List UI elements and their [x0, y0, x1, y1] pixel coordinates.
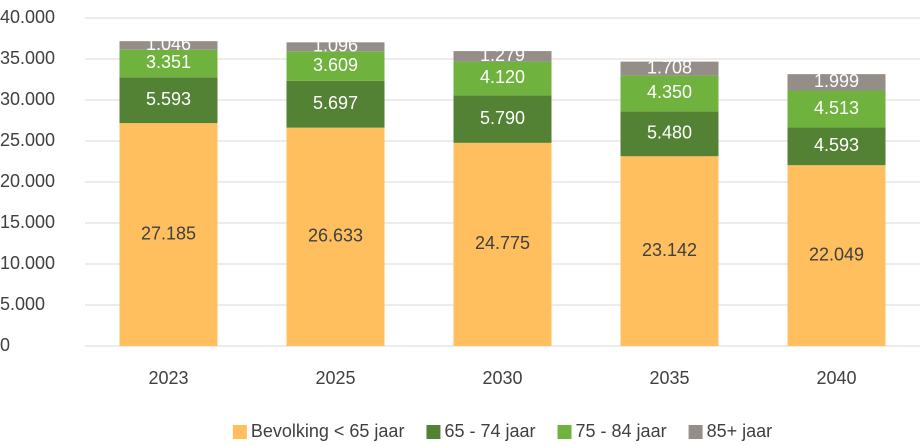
- value-label: 1.046: [146, 34, 191, 54]
- bar-segment: [119, 49, 218, 78]
- value-label: 5.790: [480, 108, 525, 128]
- bar-segment: [620, 75, 719, 112]
- legend-swatch: [557, 425, 572, 439]
- value-label: 4.120: [480, 67, 525, 87]
- legend-label: 75 - 84 jaar: [576, 421, 667, 441]
- bar-segment: [787, 74, 886, 91]
- y-tick-label: 40.000: [0, 7, 55, 27]
- value-label: 3.351: [146, 52, 191, 72]
- value-label: 3.609: [313, 55, 358, 75]
- x-tick-label: 2040: [816, 368, 856, 388]
- bar-segment: [286, 42, 385, 52]
- value-label: 5.480: [647, 123, 692, 143]
- x-tick-label: 2035: [649, 368, 689, 388]
- value-label: 4.513: [814, 98, 859, 118]
- y-tick-label: 25.000: [0, 130, 55, 150]
- value-label: 27.185: [141, 223, 196, 243]
- y-tick-label: 35.000: [0, 48, 55, 68]
- x-tick-label: 2023: [148, 368, 188, 388]
- bar-segment: [787, 127, 886, 166]
- value-label: 24.775: [475, 233, 530, 253]
- value-label: 4.350: [647, 82, 692, 102]
- bar-segment: [286, 127, 385, 346]
- value-label: 23.142: [642, 240, 697, 260]
- legend-swatch: [426, 425, 441, 439]
- bar-segment: [453, 61, 552, 96]
- y-tick-label: 10.000: [0, 253, 55, 273]
- x-tick-label: 2030: [482, 368, 522, 388]
- value-label: 26.633: [308, 226, 363, 246]
- legend-label: Bevolking < 65 jaar: [251, 421, 405, 441]
- value-label: 1.708: [647, 57, 692, 77]
- bar-segment: [286, 51, 385, 81]
- y-tick-label: 20.000: [0, 171, 55, 191]
- y-tick-label: 15.000: [0, 212, 55, 232]
- value-label: 1.279: [480, 45, 525, 65]
- y-tick-label: 30.000: [0, 89, 55, 109]
- bar-segment: [119, 77, 218, 124]
- bar-segment: [453, 95, 552, 143]
- value-label: 22.049: [809, 244, 864, 264]
- bar-segment: [620, 156, 719, 346]
- value-label: 1.096: [313, 36, 358, 56]
- bar-segment: [453, 51, 552, 62]
- legend-swatch: [232, 425, 247, 439]
- value-label: 5.697: [313, 93, 358, 113]
- legend-label: 65 - 74 jaar: [444, 421, 535, 441]
- bar-segment: [119, 41, 218, 50]
- bar-segment: [787, 165, 886, 346]
- legend-label: 85+ jaar: [707, 421, 773, 441]
- bar-segment: [453, 142, 552, 346]
- value-label: 5.593: [146, 89, 191, 109]
- bar-segment: [119, 123, 218, 346]
- y-tick-label: 5.000: [0, 294, 45, 314]
- bar-segment: [286, 80, 385, 128]
- y-tick-label: 0: [0, 335, 10, 355]
- bar-segment: [620, 111, 719, 157]
- bar-segment: [620, 61, 719, 76]
- legend-swatch: [688, 425, 703, 439]
- value-label: 4.593: [814, 135, 859, 155]
- x-tick-label: 2025: [315, 368, 355, 388]
- bar-segment: [787, 90, 886, 128]
- value-label: 1.999: [814, 71, 859, 91]
